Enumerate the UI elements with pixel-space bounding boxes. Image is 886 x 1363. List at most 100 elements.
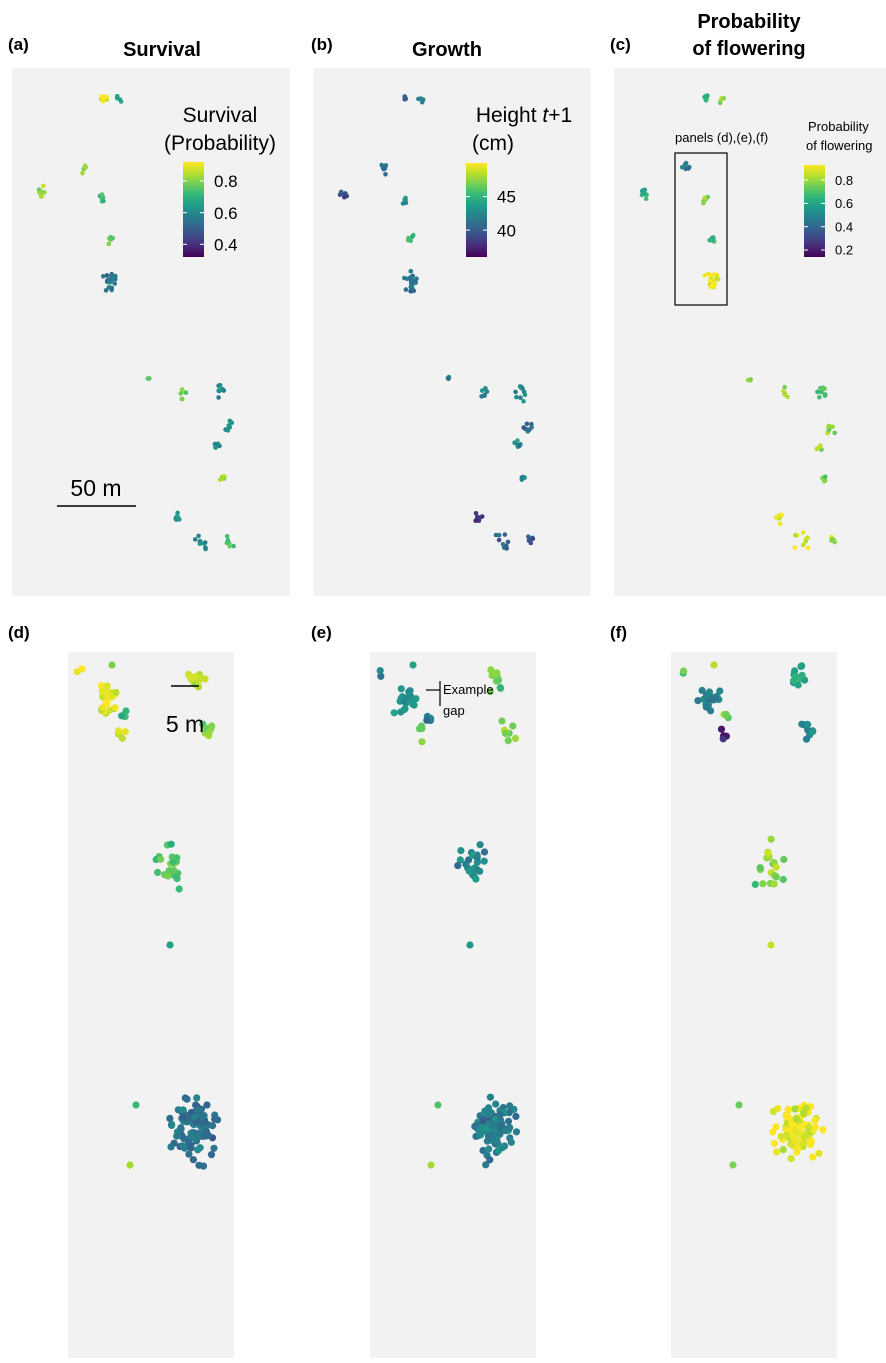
point-4-0-5 xyxy=(397,685,405,693)
point-3-9-87 xyxy=(193,1106,201,1114)
point-1-5-5 xyxy=(405,237,411,243)
panel-b-title: Growth xyxy=(412,39,482,61)
legend-c-colorbar xyxy=(804,165,825,257)
point-3-10-0 xyxy=(132,1101,140,1109)
point-2-6-23 xyxy=(709,283,714,289)
point-5-9-92 xyxy=(791,1136,799,1144)
panel-b-points xyxy=(337,94,536,551)
point-3-9-88 xyxy=(184,1139,192,1147)
point-0-6-20 xyxy=(103,288,109,293)
point-1-0-8 xyxy=(342,194,347,199)
panel-a-points xyxy=(36,94,236,552)
point-0-6-9 xyxy=(104,273,110,278)
point-4-8-5 xyxy=(509,722,517,730)
point-5-0-19 xyxy=(708,696,716,704)
point-5-2-10 xyxy=(780,855,788,864)
point-4-9-22 xyxy=(479,1146,487,1155)
point-5-9-73 xyxy=(801,1132,809,1141)
point-2-8-5 xyxy=(781,389,786,394)
point-4-0-4 xyxy=(397,708,405,716)
point-0-1-6 xyxy=(100,98,106,104)
point-5-5-0 xyxy=(710,661,718,669)
point-1-11-4 xyxy=(517,443,522,449)
point-4-1-2 xyxy=(418,738,426,746)
point-3-9-89 xyxy=(190,1134,198,1142)
point-2-10-6 xyxy=(826,423,832,429)
scale-bar-d-label: 5 m xyxy=(166,711,204,737)
legend-b-title-line2: (cm) xyxy=(472,132,514,155)
point-3-0-15 xyxy=(112,688,120,697)
point-3-9-77 xyxy=(177,1124,185,1132)
point-5-9-78 xyxy=(811,1116,819,1124)
point-3-2-18 xyxy=(173,875,181,883)
point-0-8-5 xyxy=(178,391,184,396)
panel-a-background xyxy=(12,68,290,596)
legend-tick-label-0-0: 0.8 xyxy=(214,172,238,191)
point-0-6-23 xyxy=(107,277,113,283)
point-2-14-3 xyxy=(805,535,810,540)
point-1-13-3 xyxy=(479,514,485,519)
point-5-11-0 xyxy=(729,1161,737,1169)
point-2-0-8 xyxy=(641,187,646,193)
point-3-9-84 xyxy=(214,1116,222,1124)
point-3-9-10 xyxy=(193,1094,201,1102)
point-1-5-4 xyxy=(410,234,415,239)
point-3-11-0 xyxy=(126,1161,134,1169)
point-2-0-6 xyxy=(643,196,649,201)
point-3-0-13 xyxy=(104,693,112,701)
point-4-2-16 xyxy=(473,853,481,862)
point-4-9-62 xyxy=(482,1161,490,1169)
point-5-2-21 xyxy=(772,863,780,871)
point-2-9-8 xyxy=(823,392,828,397)
point-0-6-19 xyxy=(113,273,118,279)
point-4-4-1 xyxy=(376,667,384,675)
point-5-9-90 xyxy=(783,1131,791,1139)
point-4-3-0 xyxy=(466,941,474,949)
zoom-region-label: panels (d),(e),(f) xyxy=(675,130,768,145)
point-5-2-13 xyxy=(767,835,775,843)
point-0-13-6 xyxy=(175,515,181,520)
point-4-9-27 xyxy=(485,1145,493,1153)
point-1-14-8 xyxy=(493,532,499,538)
panel-c-title-line1: Probability xyxy=(697,11,801,33)
point-4-2-3 xyxy=(456,856,464,864)
point-4-2-19 xyxy=(457,847,465,855)
point-2-1-6 xyxy=(702,94,707,100)
point-1-4-5 xyxy=(400,201,406,206)
point-0-13-7 xyxy=(175,510,180,516)
legend-a-title-line2: (Probability) xyxy=(164,132,276,155)
point-3-9-47 xyxy=(183,1095,191,1103)
point-0-14-8 xyxy=(197,539,203,544)
point-4-9-40 xyxy=(512,1128,521,1136)
point-3-9-93 xyxy=(199,1162,208,1170)
point-2-14-8 xyxy=(800,542,806,548)
point-4-9-89 xyxy=(484,1110,492,1118)
point-0-0-3 xyxy=(39,194,44,199)
point-4-9-58 xyxy=(492,1100,500,1108)
point-2-2-2 xyxy=(721,96,726,101)
point-3-0-3 xyxy=(97,682,106,690)
point-3-1-2 xyxy=(118,734,126,742)
legend-b-ticks: 45 40 xyxy=(466,188,516,240)
point-0-10-1 xyxy=(227,418,233,424)
panel-b-tag: (b) xyxy=(311,35,333,54)
point-0-2-2 xyxy=(115,94,120,99)
legend-tick-label-2-3: 0.2 xyxy=(835,243,853,258)
point-5-9-91 xyxy=(777,1132,785,1141)
panel-b-background xyxy=(313,68,591,596)
point-0-15-0 xyxy=(231,543,236,549)
point-5-0-17 xyxy=(702,703,710,711)
point-4-9-84 xyxy=(486,1156,494,1164)
point-5-8-7 xyxy=(804,720,812,729)
point-2-4-6 xyxy=(701,200,706,206)
point-4-6-1 xyxy=(486,688,494,696)
point-3-9-19 xyxy=(210,1144,218,1152)
point-4-0-19 xyxy=(409,700,417,708)
point-3-9-81 xyxy=(173,1132,181,1140)
point-3-9-66 xyxy=(168,1120,176,1128)
point-3-9-94 xyxy=(194,1117,202,1126)
point-1-2-3 xyxy=(416,96,421,102)
panel-d-tag: (d) xyxy=(8,623,30,642)
point-3-1-0 xyxy=(121,728,129,736)
